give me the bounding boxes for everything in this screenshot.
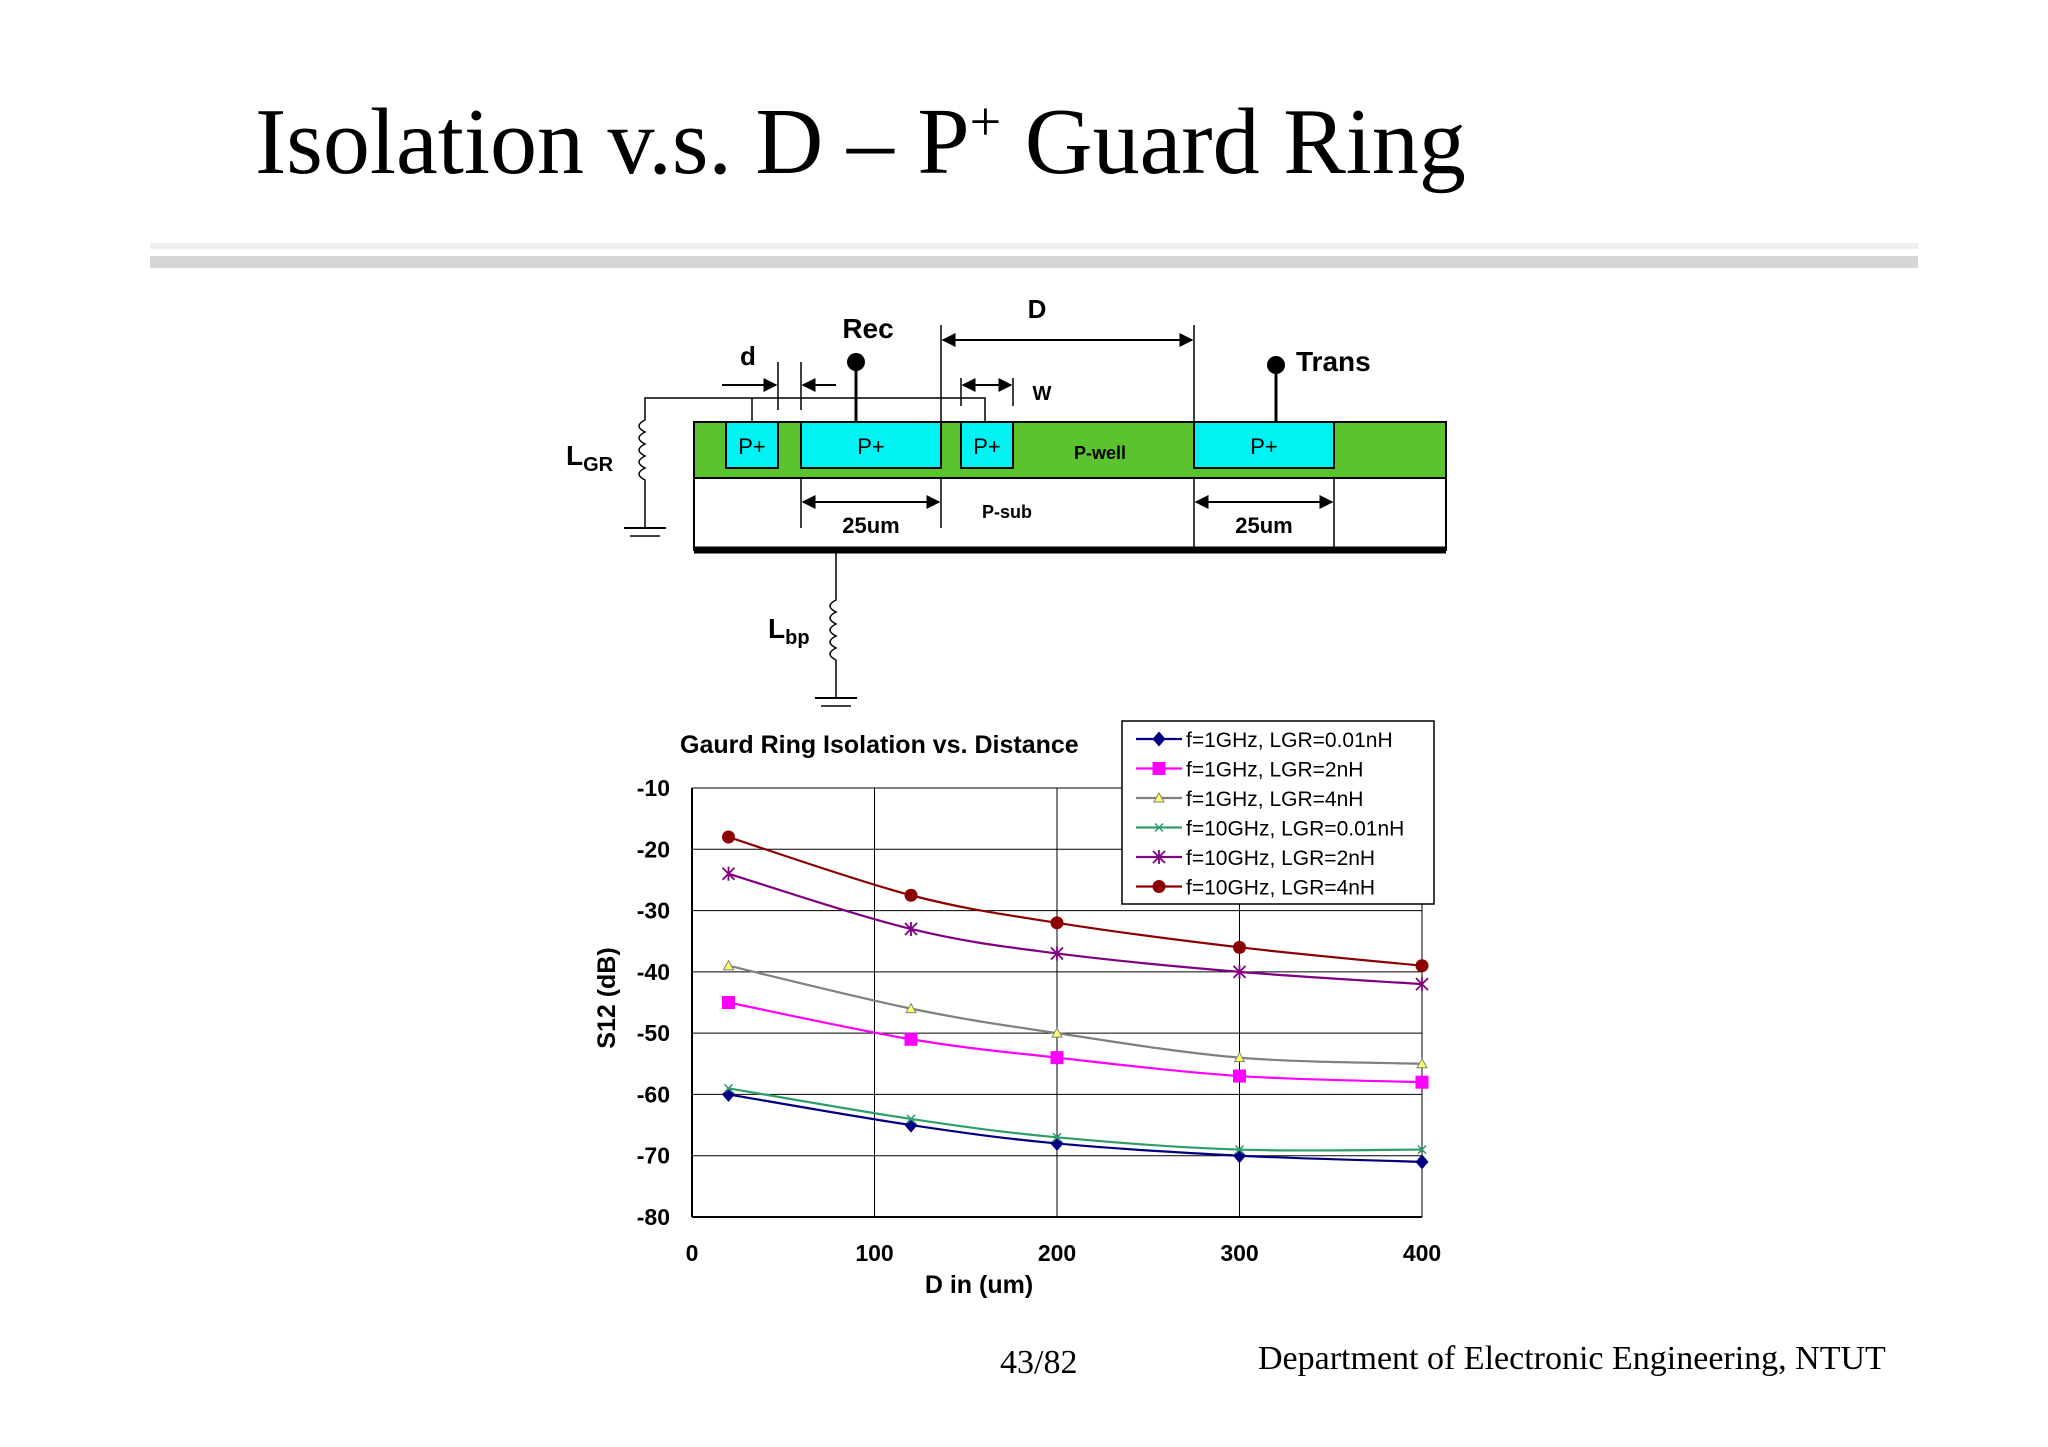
legend-entry: f=10GHz, LGR=0.01nH (1186, 818, 1404, 841)
p-sub-label: P-sub (982, 502, 1032, 522)
x-tick-label: 100 (855, 1240, 893, 1266)
y-tick-label: -40 (637, 959, 670, 985)
legend-marker (1152, 880, 1166, 893)
data-point-series-3 (905, 1002, 917, 1014)
y-tick-label: -30 (637, 898, 670, 924)
data-point-series-2 (1233, 1069, 1246, 1083)
legend-marker (1153, 791, 1165, 803)
title-main: Isolation v.s. D – P (255, 90, 970, 194)
x-axis-label: D in (um) (925, 1271, 1033, 1299)
series-line-2 (728, 1001, 1423, 1084)
p-plus-receiver (800, 421, 942, 469)
lbp-inductor (829, 553, 838, 698)
lgr-inductor (638, 404, 647, 528)
p-plus-transmitter (1193, 421, 1335, 469)
data-point-series-5 (1232, 964, 1247, 979)
page-number: 43/82 (1000, 1344, 1078, 1381)
series-line-3 (728, 964, 1423, 1065)
legend-box (1121, 720, 1435, 905)
data-point-series-4 (1052, 1132, 1062, 1142)
data-point-series-4 (723, 1083, 734, 1093)
legend-marker (1152, 762, 1166, 775)
y-tick-label: -60 (637, 1081, 670, 1107)
data-point-series-6 (1233, 940, 1246, 954)
data-point-series-2 (1415, 1075, 1429, 1089)
x-tick-label: 400 (1403, 1240, 1441, 1266)
data-point-series-4 (1417, 1145, 1427, 1155)
title-divider (150, 256, 1918, 268)
label-Trans: Trans (1296, 346, 1371, 377)
data-point-series-5 (721, 866, 736, 881)
width-label-left: 25um (842, 513, 899, 538)
title-divider-light (150, 243, 1918, 249)
data-point-series-3 (1233, 1051, 1246, 1063)
data-point-series-6 (722, 830, 735, 844)
series-line-4 (728, 1087, 1423, 1152)
y-axis-label: S12 (dB) (593, 947, 621, 1048)
label-LGR: LGR (566, 440, 614, 476)
label-W: W (1033, 383, 1052, 405)
label-D: D (1028, 294, 1047, 324)
data-point-series-6 (1050, 916, 1064, 930)
cross-section-diagram: P+ P+ P+ P+ P-well P-sub 25um 25um D d W… (566, 294, 1447, 707)
y-tick-label: -50 (637, 1020, 670, 1046)
slide-title: Isolation v.s. D – P+ Guard Ring (255, 95, 1466, 189)
guard-ring-wiring (644, 397, 986, 422)
data-point-series-1 (904, 1117, 918, 1133)
x-tick-label: 0 (686, 1240, 699, 1266)
data-point-series-4 (1234, 1145, 1245, 1155)
data-point-series-4 (906, 1114, 916, 1124)
department-footer: Department of Electronic Engineering, NT… (1258, 1340, 1886, 1377)
data-point-series-3 (722, 959, 735, 971)
label-d: d (740, 341, 756, 371)
p-plus-label-2: P+ (857, 434, 885, 459)
plot-area: -10 -20 -30 -40 -50 -60 -70 -80 0 100 200 300 400 (637, 775, 1441, 1266)
x-tick-label: 200 (1038, 1240, 1076, 1266)
rec-probe-terminal (847, 353, 865, 371)
data-point-series-3 (1416, 1057, 1428, 1069)
data-point-series-5 (1050, 946, 1064, 961)
p-plus-guard-right (960, 421, 1014, 469)
data-point-series-6 (904, 888, 918, 902)
data-point-series-3 (1051, 1027, 1063, 1038)
data-point-series-6 (1415, 959, 1429, 973)
y-tick-label: -80 (637, 1204, 670, 1230)
legend-entry: f=1GHz, LGR=0.01nH (1186, 729, 1393, 752)
p-plus-label-4: P+ (1250, 434, 1278, 459)
p-well-label: P-well (1074, 443, 1126, 463)
y-tick-label: -20 (637, 836, 670, 862)
p-plus-label-3: P+ (973, 434, 1001, 459)
legend-entry: f=1GHz, LGR=4nH (1186, 788, 1363, 811)
data-point-series-2 (1050, 1051, 1064, 1065)
legend-entry: f=10GHz, LGR=4nH (1186, 877, 1375, 900)
isolation-chart: Gaurd Ring Isolation vs. Distance S12 (d… (593, 720, 1441, 1299)
legend-marker (1154, 822, 1164, 833)
title-superscript: + (969, 91, 1002, 154)
chart-legend: f=1GHz, LGR=0.01nH f=1GHz, LGR=2nH f=1GHz,… (1121, 720, 1435, 905)
width-label-right: 25um (1235, 513, 1292, 538)
legend-marker (1152, 850, 1166, 864)
data-point-series-2 (904, 1032, 918, 1046)
title-end: Guard Ring (1001, 90, 1466, 194)
data-point-series-1 (1415, 1154, 1429, 1170)
trans-probe-terminal (1267, 356, 1285, 374)
legend-entry: f=1GHz, LGR=2nH (1186, 759, 1363, 782)
y-tick-label: -70 (637, 1143, 670, 1169)
label-Rec: Rec (842, 313, 893, 344)
label-Lbp: Lbp (768, 613, 810, 649)
y-tick-label: -10 (637, 775, 670, 801)
data-point-series-5 (904, 921, 918, 936)
legend-marker (1152, 731, 1166, 747)
legend-entry: f=10GHz, LGR=2nH (1186, 847, 1375, 870)
p-plus-label-1: P+ (738, 434, 766, 459)
x-tick-label: 300 (1220, 1240, 1258, 1266)
data-point-series-2 (722, 996, 735, 1009)
chart-title: Gaurd Ring Isolation vs. Distance (680, 731, 1079, 759)
data-point-series-5 (1415, 977, 1429, 992)
series-line-1 (728, 1093, 1423, 1163)
